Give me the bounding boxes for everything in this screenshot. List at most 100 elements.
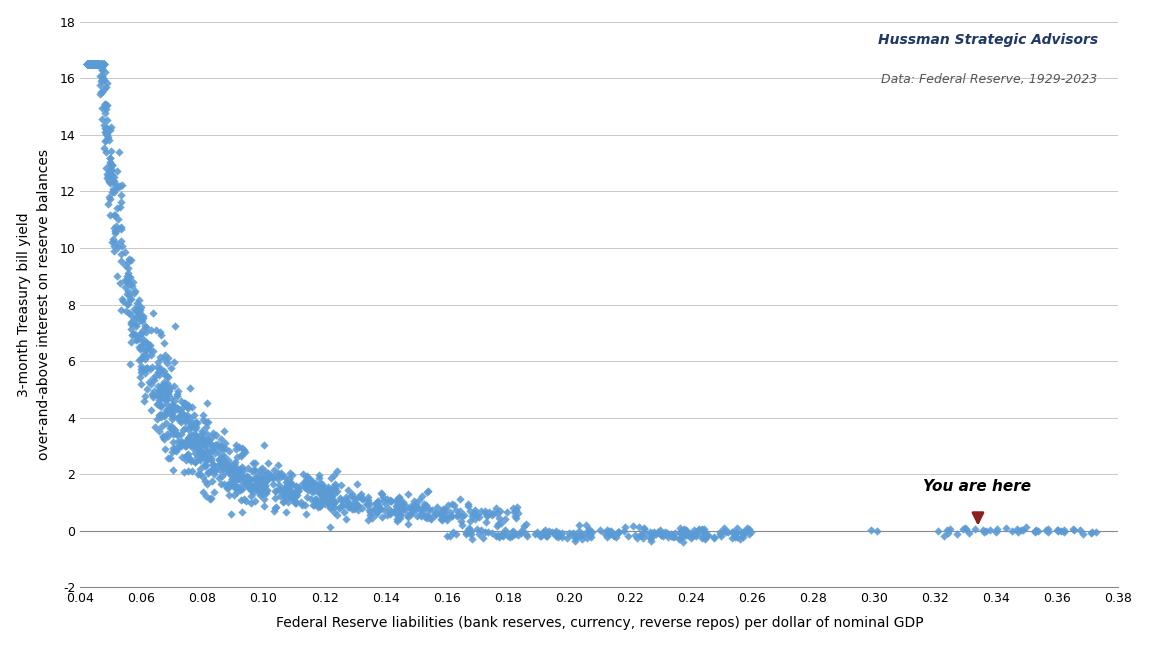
Point bbox=[93, 59, 111, 69]
Point bbox=[547, 529, 565, 539]
Point bbox=[228, 483, 246, 494]
Point bbox=[1039, 527, 1057, 537]
Point bbox=[86, 59, 105, 69]
Point bbox=[498, 507, 516, 518]
Point bbox=[603, 530, 622, 540]
Point bbox=[1026, 525, 1044, 536]
Point bbox=[463, 534, 481, 544]
Point bbox=[194, 450, 213, 461]
Point bbox=[108, 242, 126, 252]
Point bbox=[650, 525, 669, 536]
Point bbox=[105, 176, 123, 186]
Point bbox=[491, 513, 509, 523]
Point bbox=[83, 59, 101, 69]
Point bbox=[460, 501, 478, 511]
Point bbox=[98, 100, 116, 110]
Point bbox=[183, 402, 201, 412]
Point bbox=[282, 468, 300, 478]
Point bbox=[293, 500, 311, 510]
Point bbox=[121, 272, 139, 283]
Point bbox=[332, 500, 350, 510]
Point bbox=[215, 426, 233, 437]
Point bbox=[733, 529, 751, 540]
Point bbox=[201, 494, 219, 505]
Point bbox=[507, 512, 525, 523]
Point bbox=[130, 307, 148, 318]
Point bbox=[133, 334, 152, 344]
Point bbox=[225, 490, 244, 500]
Point bbox=[207, 430, 225, 440]
Point bbox=[107, 237, 125, 248]
Point bbox=[80, 59, 99, 69]
Point bbox=[421, 513, 439, 523]
Point bbox=[301, 475, 319, 485]
Point bbox=[291, 481, 309, 492]
Point bbox=[182, 439, 200, 449]
Point bbox=[488, 519, 507, 529]
Point bbox=[94, 120, 113, 131]
Point bbox=[224, 472, 242, 483]
Point bbox=[503, 527, 522, 538]
Point bbox=[190, 444, 208, 454]
Point bbox=[97, 136, 115, 146]
Point bbox=[324, 499, 342, 509]
Point bbox=[180, 417, 199, 428]
Point bbox=[195, 439, 214, 449]
Point bbox=[160, 386, 178, 397]
Point bbox=[1003, 526, 1021, 536]
Point bbox=[257, 488, 276, 498]
Point bbox=[105, 245, 123, 256]
Point bbox=[200, 445, 218, 455]
Point bbox=[634, 532, 653, 543]
Point bbox=[687, 531, 705, 541]
Point bbox=[95, 122, 114, 133]
Point bbox=[224, 477, 242, 487]
Point bbox=[205, 464, 223, 474]
Point bbox=[93, 75, 111, 85]
Point bbox=[233, 443, 252, 454]
Point bbox=[458, 498, 477, 509]
Point bbox=[322, 485, 340, 496]
Point bbox=[217, 458, 236, 468]
Point bbox=[155, 377, 173, 387]
Point bbox=[154, 380, 172, 390]
Point bbox=[183, 418, 201, 428]
Point bbox=[101, 178, 119, 188]
Point bbox=[276, 489, 294, 499]
Point bbox=[199, 468, 217, 478]
Point bbox=[325, 470, 344, 480]
Point bbox=[496, 527, 515, 538]
Point bbox=[159, 453, 177, 463]
Point bbox=[102, 160, 121, 170]
Point bbox=[111, 256, 130, 267]
Point bbox=[368, 498, 386, 508]
Point bbox=[233, 449, 252, 459]
Point bbox=[80, 59, 99, 69]
Point bbox=[93, 63, 111, 74]
Point bbox=[529, 527, 547, 537]
Point bbox=[647, 529, 665, 539]
Point bbox=[191, 454, 209, 464]
Point bbox=[79, 59, 98, 69]
Point bbox=[402, 505, 421, 515]
Point bbox=[97, 100, 115, 110]
Point bbox=[184, 443, 202, 454]
Point bbox=[377, 499, 395, 509]
Point bbox=[560, 527, 578, 538]
Point bbox=[402, 503, 421, 514]
Point bbox=[375, 505, 393, 515]
Point bbox=[381, 496, 400, 506]
Point bbox=[206, 448, 224, 458]
Point bbox=[88, 59, 107, 69]
Point bbox=[211, 459, 230, 469]
Point bbox=[1048, 525, 1066, 535]
Point bbox=[130, 295, 148, 305]
Point bbox=[683, 531, 701, 542]
Point bbox=[88, 59, 107, 69]
Point bbox=[182, 436, 200, 446]
Point bbox=[464, 509, 483, 520]
Point bbox=[210, 473, 229, 483]
Point bbox=[128, 306, 146, 316]
Point bbox=[206, 440, 224, 450]
Point bbox=[92, 87, 110, 97]
